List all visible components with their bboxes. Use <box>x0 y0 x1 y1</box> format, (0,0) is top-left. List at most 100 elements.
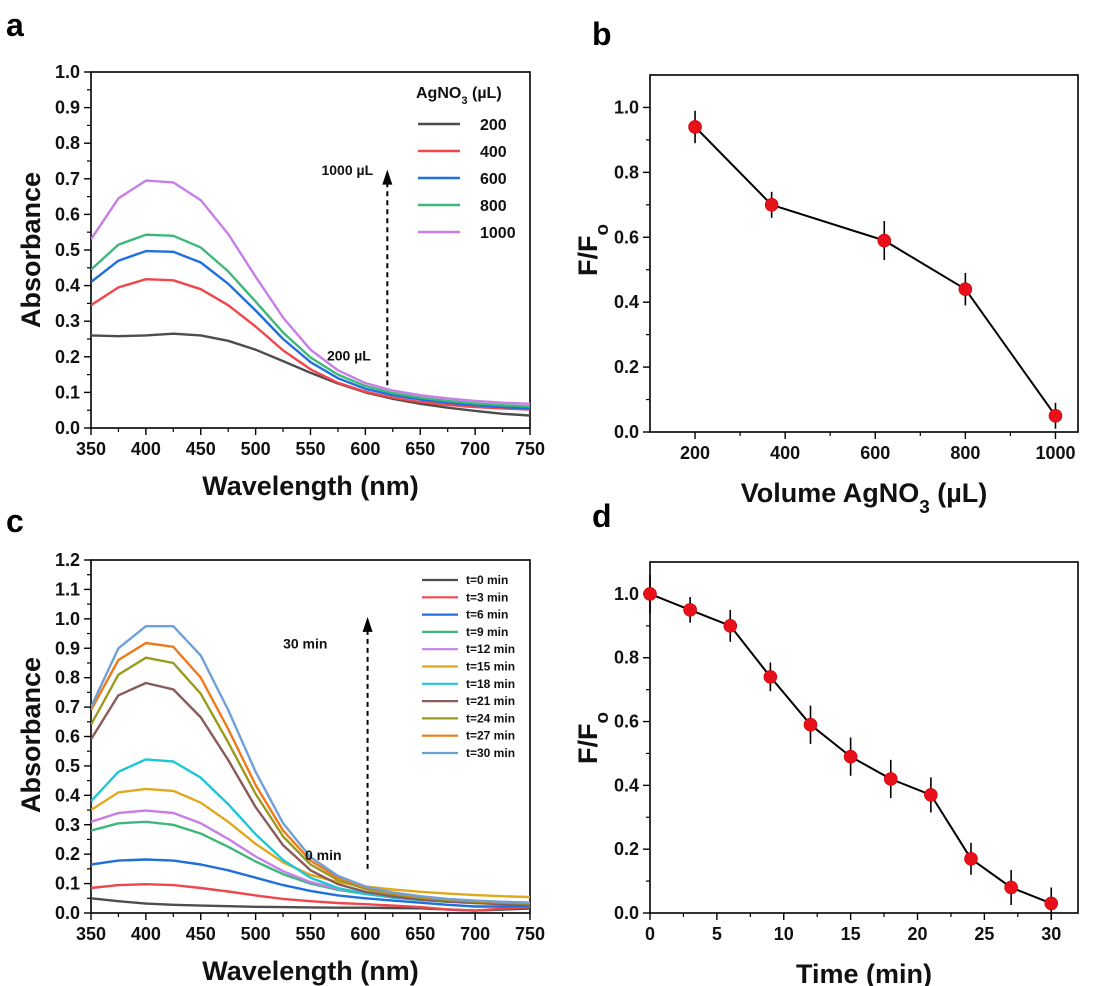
legend-label: t=9 min <box>466 625 508 639</box>
data-point <box>683 603 697 617</box>
y-tick-label: 0.7 <box>55 697 80 717</box>
series-line-t-3-min <box>91 883 530 912</box>
x-tick-label: 20 <box>907 924 927 944</box>
x-tick-label: 0 <box>645 924 655 944</box>
y-tick-label: 1.0 <box>614 97 639 117</box>
x-axis-label: Time (min) <box>796 959 932 986</box>
plot-frame <box>649 74 1079 433</box>
data-point <box>764 198 779 212</box>
plot-area <box>694 126 1057 417</box>
legend-label: 400 <box>480 144 507 161</box>
y-tick-label: 0.5 <box>55 756 80 776</box>
annotation-label: 1000 µL <box>321 162 373 178</box>
y-tick-label: 0.6 <box>614 227 639 247</box>
y-axis-label: Absorbance <box>16 172 46 328</box>
legend-label: 600 <box>480 171 507 188</box>
x-tick-label: 550 <box>295 439 325 459</box>
legend-label: t=18 min <box>466 677 515 691</box>
x-tick-label: 600 <box>350 439 380 459</box>
legend-label: 200 <box>480 117 507 134</box>
x-tick-label: 750 <box>515 924 545 944</box>
series-line-t-21-min <box>91 681 530 906</box>
legend-title: AgNO3 (µL) <box>416 85 502 107</box>
y-axis-label: Absorbance <box>16 657 46 813</box>
y-tick-label: 0.2 <box>614 357 639 377</box>
x-tick-label: 400 <box>770 443 800 463</box>
y-tick-label: 0.7 <box>55 169 80 189</box>
y-tick-label: 0.4 <box>614 292 639 312</box>
plot-frame <box>90 71 531 429</box>
y-tick-label: 0.8 <box>614 648 639 668</box>
plot-frame <box>649 561 1079 914</box>
series-line-200 <box>91 332 530 417</box>
x-axis-label: Wavelength (nm) <box>202 471 419 501</box>
x-axis-label: Volume AgNO3 (µL) <box>741 478 988 518</box>
annotation-label: 200 µL <box>327 347 371 363</box>
x-tick-label: 650 <box>405 439 435 459</box>
y-tick-label: 0.8 <box>55 668 80 688</box>
data-point <box>688 120 702 134</box>
legend-label: t=3 min <box>466 590 508 604</box>
y-tick-label: 0.2 <box>614 839 639 859</box>
series-line-1000 <box>91 179 530 405</box>
legend-label: t=0 min <box>466 573 508 587</box>
panel-label-b: b <box>592 16 612 52</box>
data-point <box>877 233 892 248</box>
legend-label: t=27 min <box>466 729 515 743</box>
x-tick-label: 10 <box>774 924 794 944</box>
legend-label: t=12 min <box>466 642 515 656</box>
data-point <box>883 772 898 786</box>
y-tick-label: 1.0 <box>614 584 639 604</box>
series-line-600 <box>91 249 530 410</box>
legend-label: t=21 min <box>466 694 515 708</box>
x-axis-label: Wavelength (nm) <box>202 956 419 986</box>
legend-label: 1000 <box>480 225 516 242</box>
data-point <box>964 851 978 866</box>
y-tick-label: 0.1 <box>55 382 80 402</box>
x-tick-label: 350 <box>76 439 106 459</box>
plot-area <box>91 625 530 912</box>
data-point <box>843 749 858 764</box>
x-tick-label: 5 <box>712 924 722 944</box>
y-tick-label: 0.4 <box>55 785 80 805</box>
trend-arrow-head <box>382 169 393 185</box>
x-tick-label: 200 <box>680 443 710 463</box>
x-tick-label: 800 <box>950 443 980 463</box>
y-tick-label: 0.3 <box>55 311 80 331</box>
legend-label: 800 <box>480 198 507 215</box>
x-tick-label: 450 <box>186 924 216 944</box>
x-tick-label: 500 <box>241 924 271 944</box>
x-tick-label: 400 <box>131 439 161 459</box>
data-point <box>1048 408 1063 423</box>
plot-area <box>91 179 530 417</box>
data-point <box>958 282 973 297</box>
x-tick-label: 450 <box>186 439 216 459</box>
x-tick-label: 30 <box>1041 924 1061 944</box>
x-tick-label: 700 <box>460 439 490 459</box>
y-tick-label: 0.9 <box>55 98 80 118</box>
y-tick-label: 0.2 <box>55 844 80 864</box>
data-point <box>643 587 657 601</box>
y-tick-label: 0.4 <box>614 775 639 795</box>
y-tick-label: 0.8 <box>55 133 80 153</box>
y-tick-label: 1.0 <box>55 62 80 82</box>
series-line-t-15-min <box>91 787 530 899</box>
series-line-0 <box>694 126 1057 417</box>
y-tick-label: 1.1 <box>55 579 80 599</box>
series-line-t-6-min <box>91 858 530 908</box>
x-tick-label: 650 <box>405 924 435 944</box>
chart-a: 350 400 450 500 550 600 650 700 750 0.0 0.1 0.2 0.3 0… <box>16 62 545 501</box>
x-tick-label: 700 <box>460 924 490 944</box>
y-tick-label: 0.5 <box>55 240 80 260</box>
y-axis-label: F/Fo <box>573 224 613 276</box>
data-point <box>803 717 818 732</box>
series-line-t-24-min <box>91 656 530 905</box>
data-point <box>924 788 938 802</box>
annotation-label: 0 min <box>305 847 342 863</box>
x-tick-label: 550 <box>295 924 325 944</box>
trend-arrow-head <box>362 616 373 632</box>
y-tick-label: 0.2 <box>55 347 80 367</box>
y-tick-label: 0.6 <box>55 204 80 224</box>
y-tick-label: 0.0 <box>55 903 80 923</box>
